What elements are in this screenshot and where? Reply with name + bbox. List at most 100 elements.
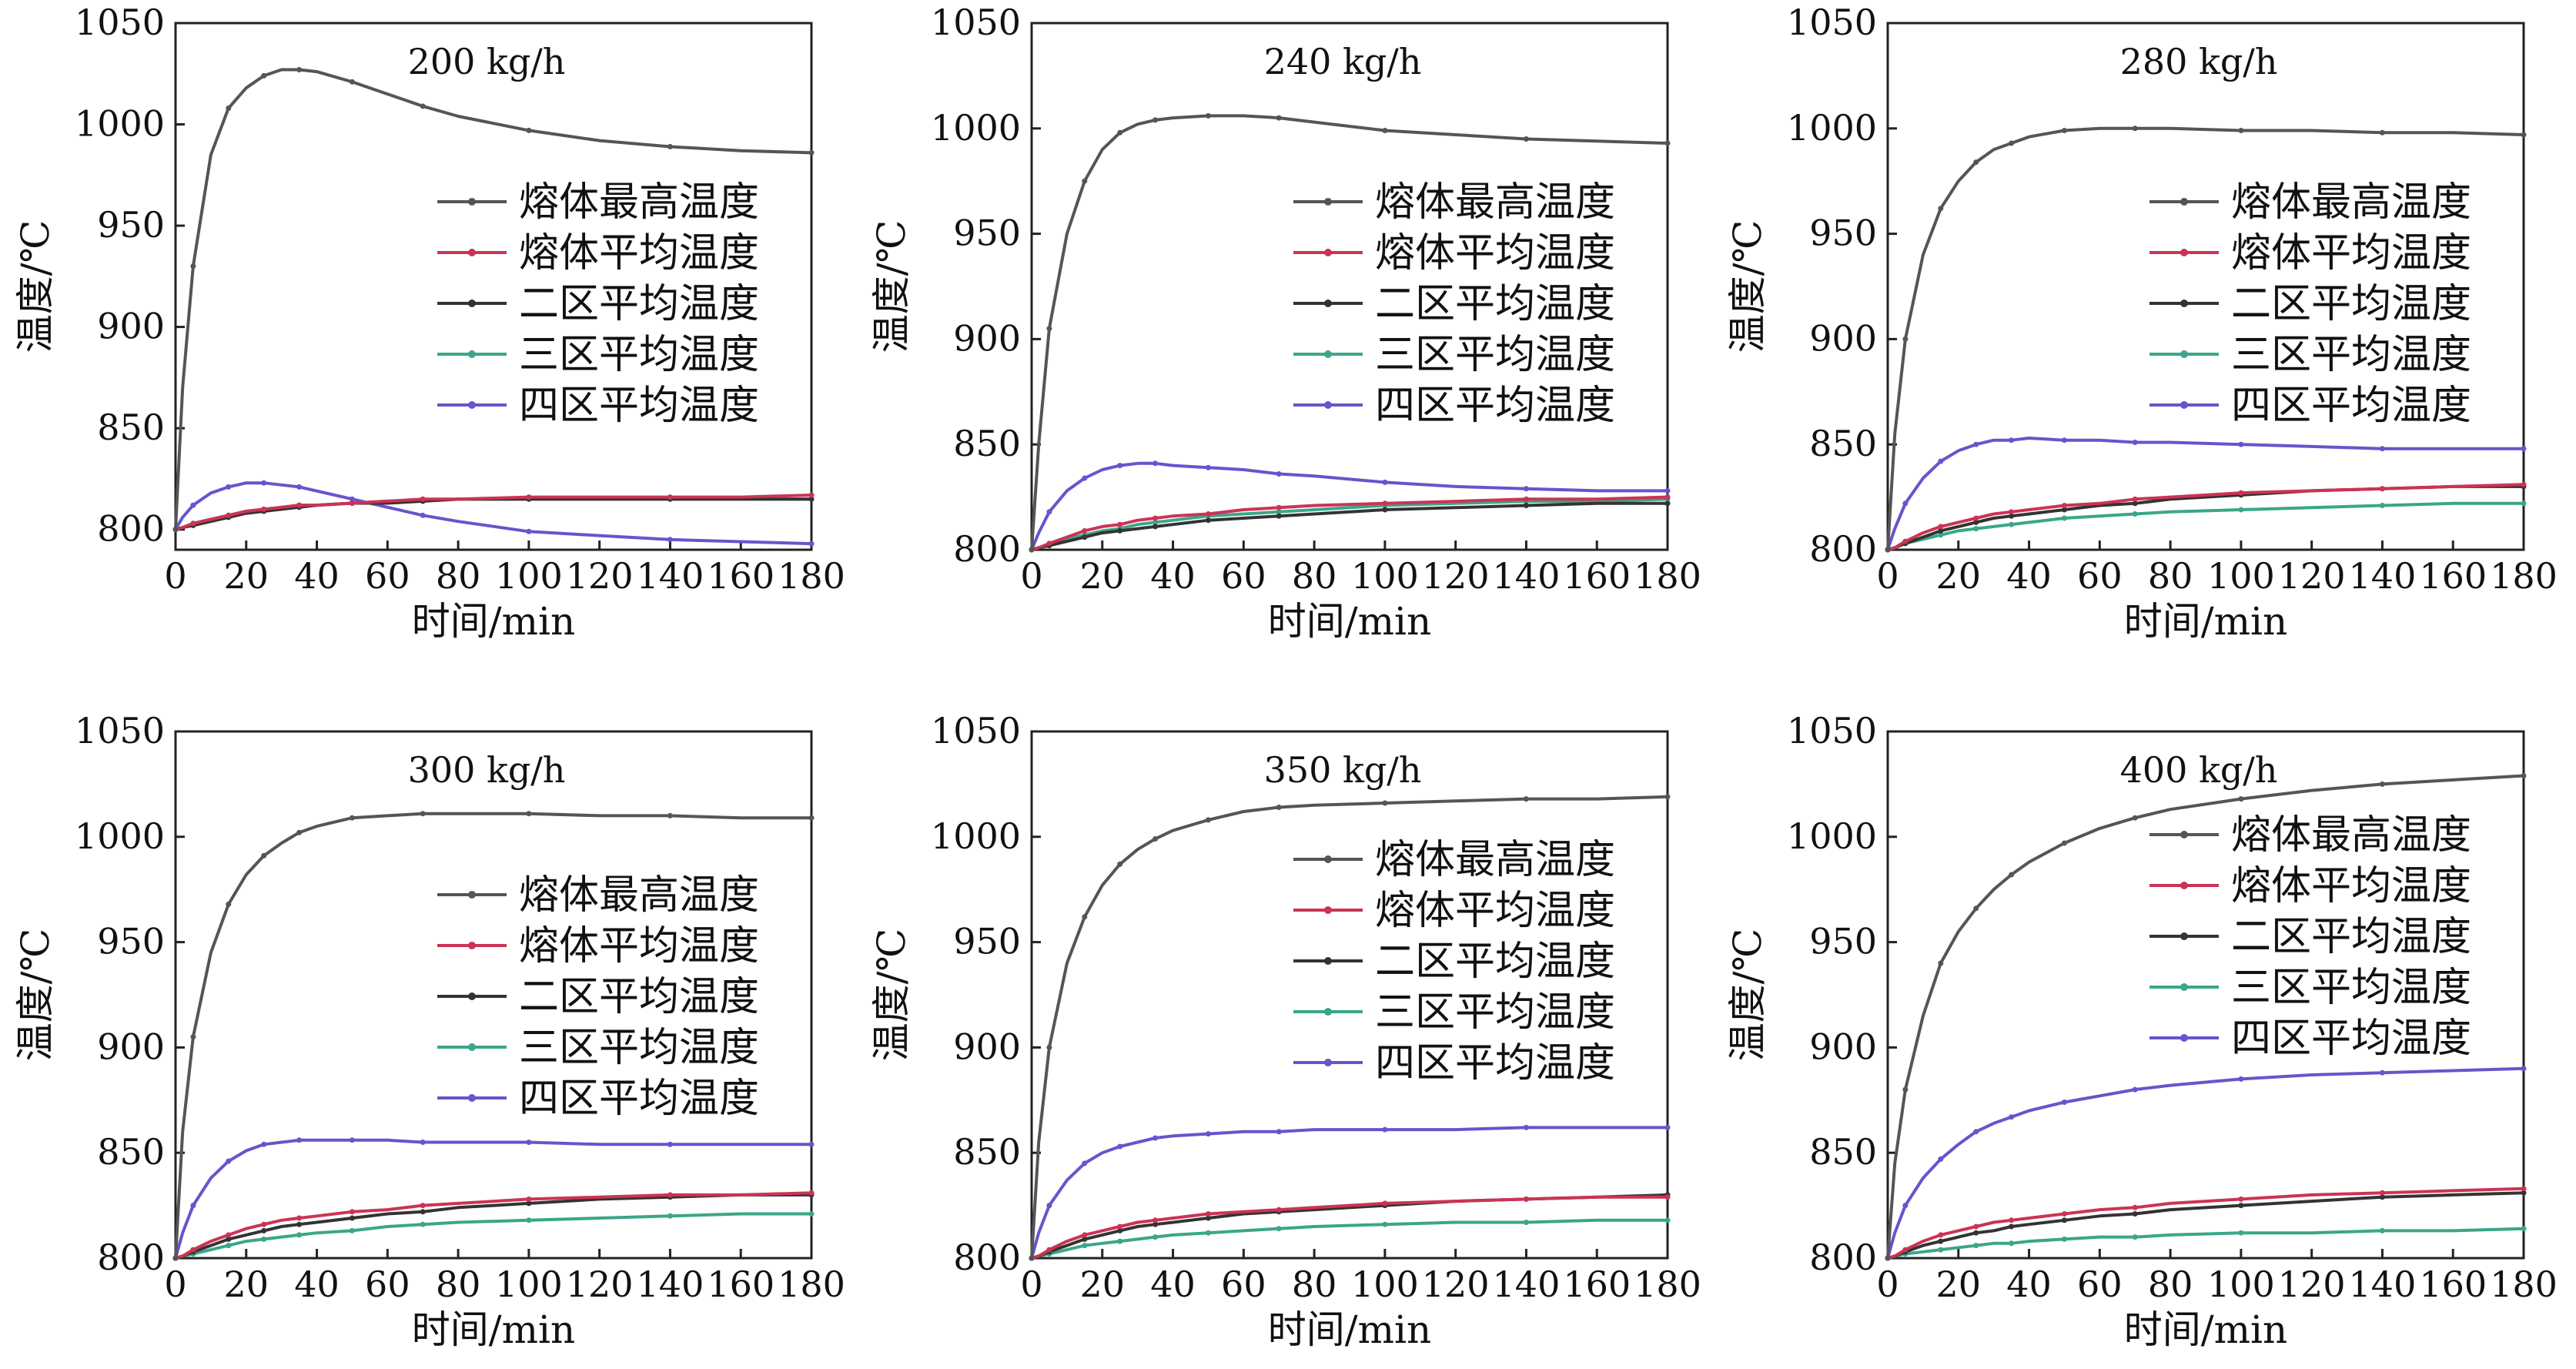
data-point (2009, 1217, 2015, 1223)
legend-label: 二区平均温度 (1375, 939, 1615, 985)
chart-title: 240 kg/h (1264, 41, 1422, 82)
data-point (1885, 1255, 1891, 1261)
data-point (667, 494, 673, 500)
x-tick-label: 120 (1422, 1264, 1490, 1305)
series-line-5 (174, 1138, 811, 1259)
data-point (1153, 519, 1159, 525)
x-tick-label: 40 (1150, 1264, 1196, 1305)
y-tick-label: 950 (97, 204, 165, 246)
x-tick-label: 40 (1150, 555, 1196, 597)
data-point (667, 1141, 673, 1147)
data-point (190, 1034, 196, 1040)
data-point (2061, 1236, 2067, 1242)
x-tick-label: 60 (1221, 555, 1266, 597)
data-point (1885, 547, 1891, 553)
data-point (1153, 117, 1159, 123)
series-line-1 (1886, 126, 2524, 551)
data-point (420, 512, 426, 518)
series-line-2 (175, 1191, 812, 1260)
legend-label: 三区平均温度 (2231, 332, 2471, 378)
data-point (296, 829, 303, 835)
chart-title: 350 kg/h (1264, 749, 1422, 791)
x-tick-label: 160 (2419, 1264, 2487, 1305)
y-tick-label: 800 (1809, 1237, 1877, 1278)
data-point (1382, 800, 1388, 806)
legend-label: 四区平均温度 (1375, 383, 1615, 429)
data-point (2009, 872, 2015, 878)
legend-label: 四区平均温度 (519, 383, 759, 429)
data-point (526, 811, 532, 817)
y-tick-label: 1000 (75, 103, 165, 145)
legend-marker (1324, 401, 1332, 409)
legend-label: 熔体平均温度 (2231, 863, 2471, 909)
x-tick-label: 100 (495, 555, 563, 597)
data-point (2132, 511, 2138, 517)
data-point (172, 1255, 179, 1261)
data-point (2521, 481, 2527, 487)
x-tick-label: 60 (2077, 1264, 2123, 1305)
x-axis-label: 时间/min (2124, 599, 2287, 644)
y-tick-label: 850 (97, 1131, 165, 1173)
legend-marker (2180, 1034, 2188, 1042)
data-point (1664, 500, 1671, 507)
data-point (1276, 1207, 1282, 1213)
y-tick-label: 800 (1809, 528, 1877, 570)
data-point (1276, 805, 1282, 810)
data-point (2521, 446, 2527, 452)
legend-label: 熔体平均温度 (1375, 888, 1615, 934)
x-tick-label: 120 (566, 1264, 634, 1305)
data-point (1153, 460, 1159, 467)
chart-panel-1: 800 850 900 950 1000 1050 0 20 40 60 80 100 120 140 16… (13, 2, 845, 644)
data-point (2009, 513, 2015, 519)
legend-label: 三区平均温度 (519, 1025, 759, 1071)
data-point (226, 105, 232, 111)
data-point (667, 537, 673, 543)
data-point (226, 484, 232, 490)
data-point (1664, 1217, 1671, 1223)
data-point (2379, 1069, 2385, 1076)
legend-marker (1324, 1008, 1332, 1016)
legend-marker (2180, 983, 2188, 991)
data-point (2521, 132, 2527, 138)
legend-marker (468, 300, 476, 307)
x-tick-label: 60 (365, 1264, 410, 1305)
data-point (1082, 1232, 1088, 1238)
data-point (808, 541, 815, 547)
x-tick-label: 180 (2490, 1264, 2558, 1305)
data-point (420, 1140, 426, 1145)
series-line-2 (1887, 483, 2524, 551)
legend-label: 熔体平均温度 (519, 230, 759, 276)
series-line-5 (1030, 461, 1668, 551)
x-axis-label: 时间/min (2124, 1307, 2287, 1352)
y-tick-label: 950 (1809, 921, 1877, 962)
data-point (1382, 507, 1388, 513)
data-point (2379, 781, 2385, 787)
data-point (1523, 486, 1529, 492)
data-point (1523, 503, 1529, 508)
data-point (1082, 1160, 1088, 1166)
data-point (1117, 861, 1123, 867)
data-point (1117, 527, 1123, 534)
data-point (1664, 494, 1671, 500)
series-line-4 (1887, 501, 2524, 551)
y-tick-label: 1000 (1787, 107, 1877, 149)
legend-marker (468, 1094, 476, 1102)
x-tick-label: 40 (2006, 1264, 2052, 1305)
x-tick-label: 120 (566, 555, 634, 597)
legend-marker (468, 249, 476, 256)
legend-marker (1324, 1059, 1332, 1066)
legend-marker (2180, 831, 2188, 838)
x-tick-label: 100 (495, 1264, 563, 1305)
data-point (808, 1141, 815, 1147)
y-tick-label: 850 (953, 1131, 1021, 1173)
legend-marker (1324, 350, 1332, 358)
data-point (349, 496, 355, 502)
data-point (667, 144, 673, 149)
series-line-5 (174, 481, 812, 546)
data-point (1153, 524, 1159, 530)
data-point (1082, 527, 1088, 534)
